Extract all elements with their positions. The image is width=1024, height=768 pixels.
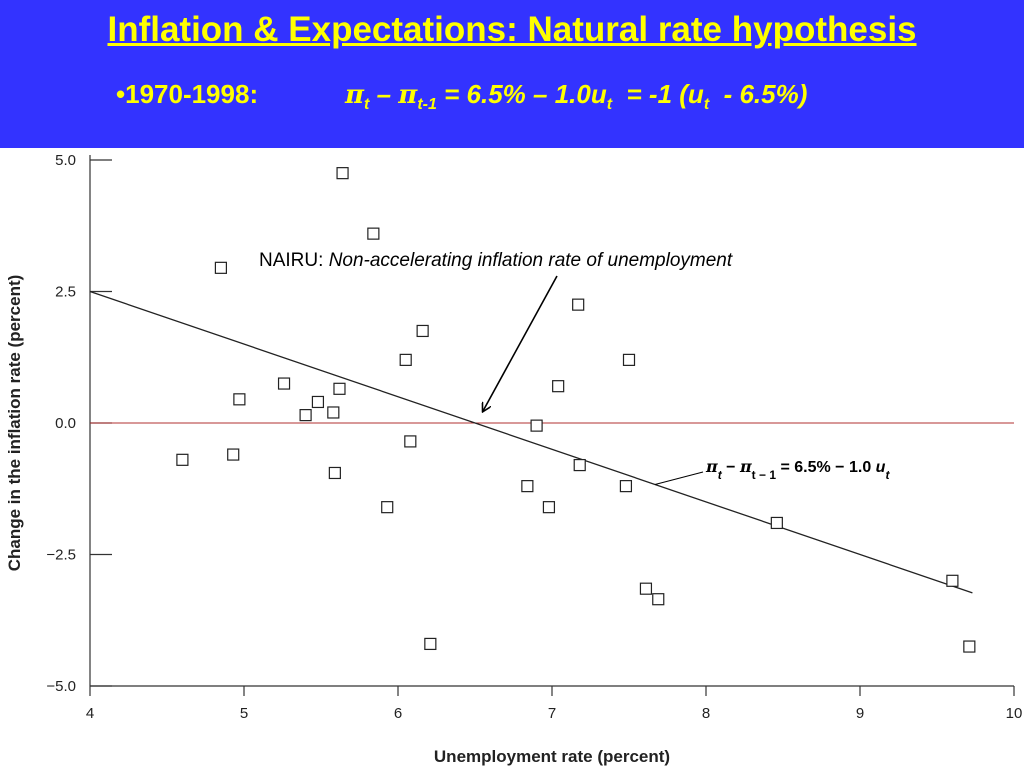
data-point [416,324,429,338]
fit-eq-pi: π [705,457,718,476]
fit-eq-sub-t: t [718,468,723,482]
fit-line-leader [654,471,704,485]
nairu-text: Non-accelerating inflation rate of unemp… [329,250,733,271]
data-point [277,377,291,390]
eq-second: = -1 (u [626,79,704,109]
data-point [530,419,543,432]
data-point [299,409,312,422]
eq-mid: = 6.5% – 1.0u [444,79,607,109]
data-point [573,458,586,472]
nairu-annotation: NAIRU: Non-accelerating inflation rate o… [259,250,733,271]
data-point [328,466,341,480]
eq-pi-lag: π [398,80,418,110]
period-label: •1970-1998: [116,79,259,109]
fit-line [89,290,973,594]
x-tick-label: 4 [86,705,94,722]
data-point [963,640,976,653]
x-tick-label: 6 [394,705,402,722]
y-tick-label: 0.0 [55,415,76,432]
data-point [552,380,565,393]
x-axis-title: Unemployment rate (percent) [434,747,670,766]
x-tick-label: 7 [548,705,556,722]
eq-sub-tm1: t-1 [417,96,437,114]
data-point [227,448,240,461]
data-point [327,406,340,419]
x-tick-label: 5 [240,705,248,722]
title-banner [0,0,1024,148]
eq-sub-t: t [364,96,370,114]
data-point [946,574,959,587]
data-point [542,501,556,514]
y-axis-title: Change in the inflation rate (percent) [5,275,24,572]
data-point [336,167,349,180]
points-group [176,167,976,653]
x-tick-label: 9 [856,705,864,722]
data-point [652,593,665,606]
data-point [521,480,534,493]
y-tick-label: −5.0 [46,678,76,695]
y-tick-label: 5.0 [55,152,76,169]
data-point [770,516,783,530]
data-point [404,435,417,448]
eq-sub-t3: t [703,96,710,114]
eq-minus: – [376,79,392,109]
data-point [176,453,189,466]
fit-line-equation: πt − πt − 1 = 6.5% − 1.0 ut [705,457,890,482]
data-point [311,395,325,409]
fit-eq-rest: = 6.5% − 1.0 [776,459,876,476]
data-point [214,261,227,274]
x-tick-label: 8 [702,705,710,722]
data-point [367,227,380,240]
fit-eq-minus: − [722,459,740,476]
data-point [233,393,246,406]
data-point [333,382,346,395]
data-point [399,353,412,366]
nairu-prefix: NAIRU: [259,250,329,271]
data-point [424,637,437,651]
y-tick-label: 2.5 [55,284,76,301]
eq-sub-t2: t [606,96,613,114]
phillips-equation: πt – πt-1 = 6.5% – 1.0ut = -1 (ut - 6.5%… [345,79,807,114]
y-tick-label: −2.5 [46,547,76,564]
data-point [639,582,653,595]
x-tick-label: 10 [1006,705,1023,722]
fit-eq-sub-t2: t [885,468,890,482]
data-point [619,480,633,493]
fit-eq-u: u [876,459,886,476]
fit-eq-sub-tm1: t − 1 [752,468,777,482]
fit-line-group [89,290,973,594]
eq-pi: π [345,80,365,110]
fit-eq-pi-lag: π [739,457,752,476]
nairu-arrow [483,275,558,411]
data-point [381,501,394,514]
data-point [572,298,585,311]
eq-end: - 6.5%) [723,79,808,109]
data-point [622,353,636,366]
slide-title: Inflation & Expectations: Natural rate h… [107,10,917,49]
axes: 5.0 2.5 0.0 −2.5 −5.0 4 5 6 7 8 9 10 [46,152,1022,722]
